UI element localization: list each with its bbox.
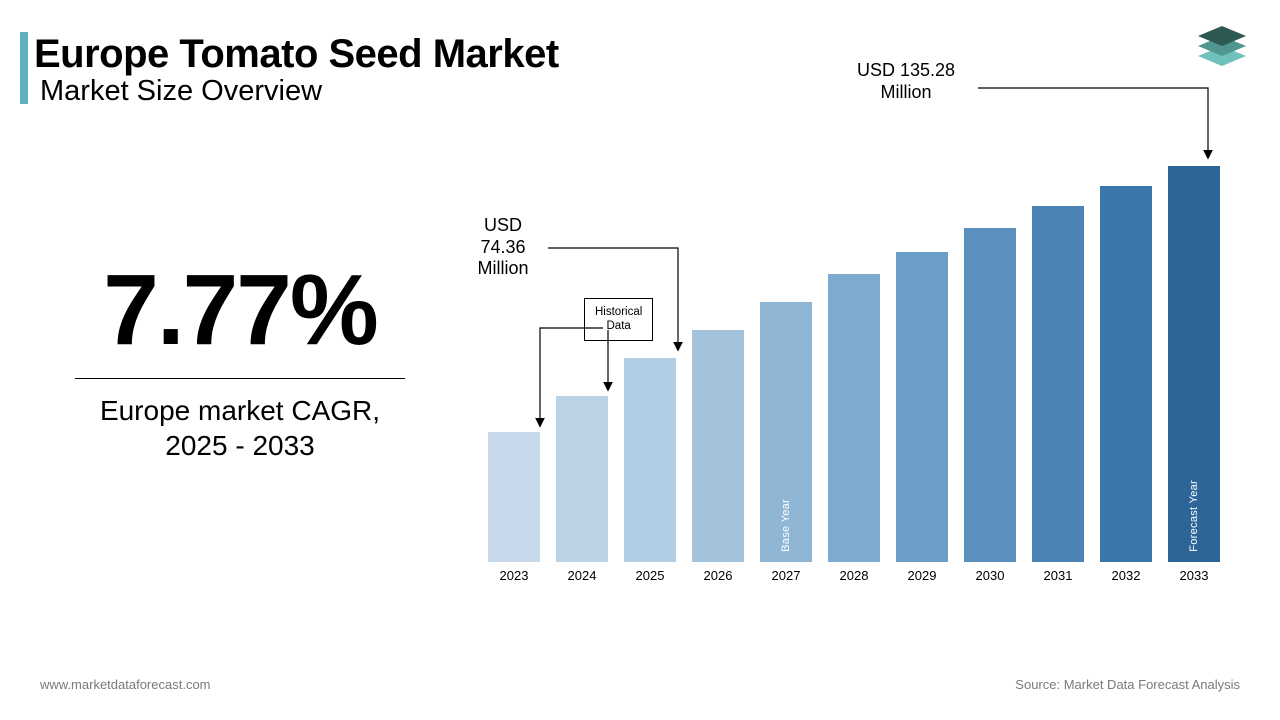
bar-2033: Forecast Year2033	[1168, 166, 1220, 562]
bar-2032: 2032	[1100, 186, 1152, 562]
callout-start-line2: 74.36	[480, 237, 525, 257]
bar-year-label: 2026	[692, 568, 744, 583]
callout-end-line2: Million	[880, 82, 931, 102]
arrow-historical-to-2024	[578, 330, 638, 398]
bar-rect	[488, 432, 540, 562]
arrow-end-to-2033	[978, 80, 1238, 170]
bar-year-label: 2023	[488, 568, 540, 583]
bar-2028: 2028	[828, 274, 880, 562]
bar-rect	[1100, 186, 1152, 562]
bar-2031: 2031	[1032, 206, 1084, 562]
callout-start-line1: USD	[484, 215, 522, 235]
cagr-label-line2: 2025 - 2033	[165, 430, 314, 461]
bar-year-label: 2031	[1032, 568, 1084, 583]
cagr-value: 7.77%	[50, 260, 430, 360]
bar-year-label: 2025	[624, 568, 676, 583]
title-accent-bar	[20, 32, 28, 104]
bar-year-label: 2029	[896, 568, 948, 583]
cagr-panel: 7.77% Europe market CAGR, 2025 - 2033	[50, 260, 430, 463]
callout-start-value: USD 74.36 Million	[458, 215, 548, 280]
footer-source: Source: Market Data Forecast Analysis	[1015, 677, 1240, 692]
bar-year-label: 2032	[1100, 568, 1152, 583]
bar-chart: 2023202420252026Base Year202720282029203…	[488, 130, 1248, 590]
title-block: Europe Tomato Seed Market Market Size Ov…	[34, 32, 559, 108]
brand-logo-icon	[1194, 22, 1250, 70]
bar-inner-label: Forecast Year	[1188, 480, 1200, 552]
bar-rect	[964, 228, 1016, 562]
bar-year-label: 2028	[828, 568, 880, 583]
callout-end-line1: USD 135.28	[857, 60, 955, 80]
bar-2023: 2023	[488, 432, 540, 562]
bar-year-label: 2024	[556, 568, 608, 583]
bar-rect	[828, 274, 880, 562]
cagr-label: Europe market CAGR, 2025 - 2033	[50, 393, 430, 463]
bar-year-label: 2030	[964, 568, 1016, 583]
footer-url: www.marketdataforecast.com	[40, 677, 211, 692]
page-subtitle: Market Size Overview	[40, 75, 559, 108]
cagr-label-line1: Europe market CAGR,	[100, 395, 380, 426]
bar-2027: Base Year2027	[760, 302, 812, 562]
bar-year-label: 2033	[1168, 568, 1220, 583]
bar-2030: 2030	[964, 228, 1016, 562]
callout-end-value: USD 135.28 Million	[826, 60, 986, 103]
bar-rect	[896, 252, 948, 562]
bar-2029: 2029	[896, 252, 948, 562]
bar-rect	[1032, 206, 1084, 562]
page-title: Europe Tomato Seed Market	[34, 32, 559, 77]
bar-inner-label: Base Year	[780, 499, 792, 552]
page-root: Europe Tomato Seed Market Market Size Ov…	[0, 0, 1280, 720]
callout-start-line3: Million	[477, 258, 528, 278]
bar-year-label: 2027	[760, 568, 812, 583]
cagr-divider	[75, 378, 405, 379]
